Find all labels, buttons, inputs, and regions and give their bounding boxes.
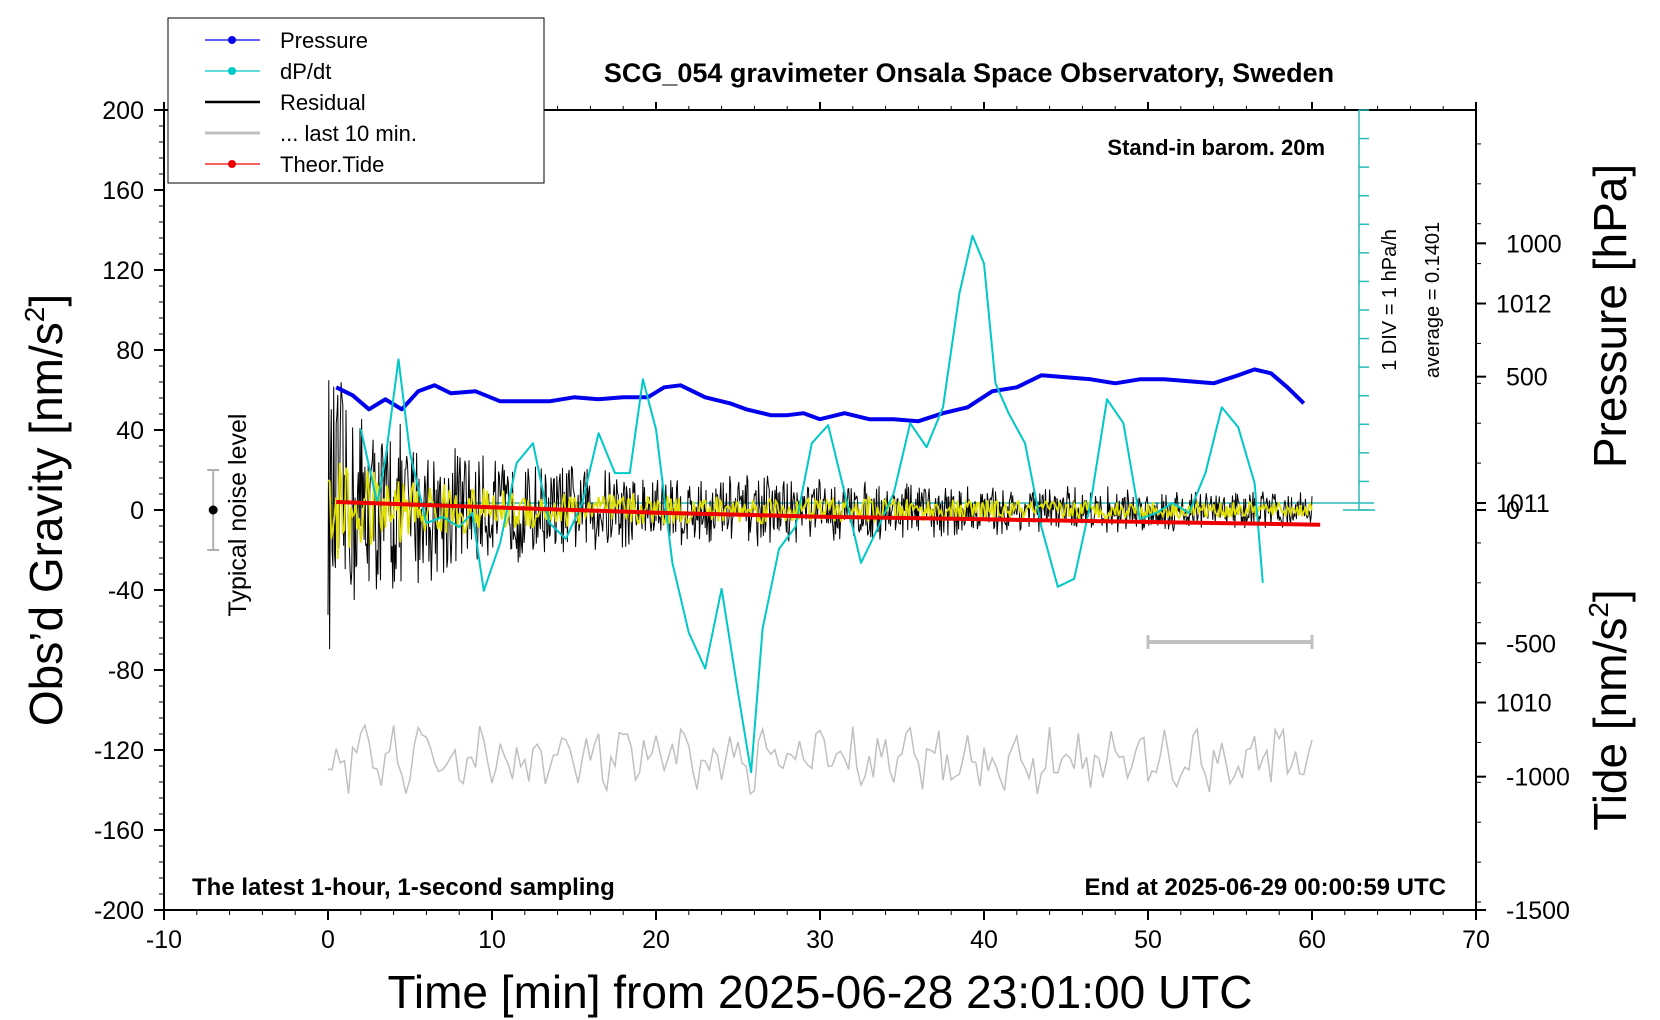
y-tick-label: 80	[116, 337, 144, 365]
dpdt-average-label: average = 0.1401	[1422, 222, 1444, 378]
legend-marker	[228, 160, 236, 168]
y-axis-ticks: 200 160 120 80 40 0 -40 -80 -120 -160 -200	[94, 97, 164, 925]
y-tick-label: 0	[130, 497, 144, 525]
y-tick-label: 160	[102, 177, 144, 205]
legend-marker	[228, 67, 236, 75]
pressure-line	[335, 367, 1306, 424]
x-tick-label: 10	[478, 926, 506, 954]
pressure-tick-label: 1012	[1496, 291, 1552, 319]
pressure-tick-label: 1010	[1496, 690, 1552, 718]
x-axis-ticks: -10 0 10 20 30 40 50 60 70	[146, 102, 1490, 954]
tide-tick-label: 0	[1506, 497, 1520, 525]
y-tick-label: -200	[94, 897, 144, 925]
y-axis-label-left: Obs’d Gravity [nm/s2]	[19, 294, 72, 726]
y-tick-label: 200	[102, 97, 144, 125]
tide-tick-label: 500	[1506, 364, 1548, 392]
pressure-axis-label: Pressure [hPa]	[1584, 164, 1636, 468]
dpdt-scale-label: 1 DIV = 1 hPa/h	[1379, 229, 1401, 371]
x-tick-label: 40	[970, 926, 998, 954]
x-tick-label: 60	[1298, 926, 1326, 954]
y-label-left-base: Obs’d Gravity [nm/s	[20, 322, 72, 726]
legend-marker	[228, 36, 236, 44]
tide-axis-label: Tide [nm/s2]	[1583, 589, 1636, 830]
x-tick-label: 0	[321, 926, 335, 954]
y-label-left-sup: 2	[19, 307, 50, 323]
y-tick-label: -160	[94, 817, 144, 845]
dpdt-line	[359, 234, 1264, 774]
end-time-note: End at 2025-06-29 00:00:59 UTC	[1085, 874, 1447, 901]
x-tick-label: -10	[146, 926, 182, 954]
noise-level-label: Typical noise level	[224, 414, 252, 617]
tide-tick-label: -500	[1506, 630, 1556, 658]
tide-tick-label: 1000	[1506, 230, 1562, 258]
y-tick-label: 40	[116, 417, 144, 445]
tide-label-tail: ]	[1584, 589, 1636, 602]
pressure-tick-label: 1011	[1496, 490, 1550, 518]
legend-box	[167, 17, 545, 184]
y-label-left-tail: ]	[20, 294, 72, 307]
legend-label: ... last 10 min.	[280, 121, 417, 146]
tide-axis-ticks: 1000 500 0 -500 -1000 -1500	[1476, 230, 1570, 925]
x-tick-label: 50	[1134, 926, 1162, 954]
data-series	[327, 234, 1321, 796]
y-tick-label: -40	[108, 577, 144, 605]
stand-in-barometer-note: Stand-in barom. 20m	[1107, 135, 1325, 160]
legend-label: Residual	[280, 90, 366, 115]
legend: Pressure dP/dt Residual ... last 10 min. The…	[167, 17, 545, 184]
tide-tick-label: -1500	[1506, 897, 1570, 925]
tide-tick-label: -1000	[1506, 764, 1570, 792]
pressure-axis-ticks: 1012 1011 1010	[1476, 143, 1552, 903]
y-tick-label: 120	[102, 257, 144, 285]
y-tick-label: -80	[108, 657, 144, 685]
last-10-min-line	[327, 723, 1313, 796]
x-tick-label: 20	[642, 926, 670, 954]
tide-label-base: Tide [nm/s	[1584, 618, 1636, 831]
x-tick-label: 70	[1462, 926, 1490, 954]
legend-entries: Pressure dP/dt Residual ... last 10 min. The…	[205, 28, 417, 177]
tide-label-sup: 2	[1583, 602, 1614, 618]
y-tick-label: -120	[94, 737, 144, 765]
chart-title: SCG_054 gravimeter Onsala Space Observat…	[604, 58, 1334, 88]
theoretical-tide-line	[336, 500, 1321, 527]
noise-level-bar	[207, 469, 220, 551]
legend-label: dP/dt	[280, 59, 331, 84]
noise-bar-dot	[208, 505, 218, 515]
sampling-note: The latest 1-hour, 1-second sampling	[192, 874, 615, 901]
legend-label: Pressure	[280, 28, 368, 53]
legend-label: Theor.Tide	[280, 152, 384, 177]
x-axis-label: Time [min] from 2025-06-28 23:01:00 UTC	[388, 966, 1253, 1018]
x-tick-label: 30	[806, 926, 834, 954]
